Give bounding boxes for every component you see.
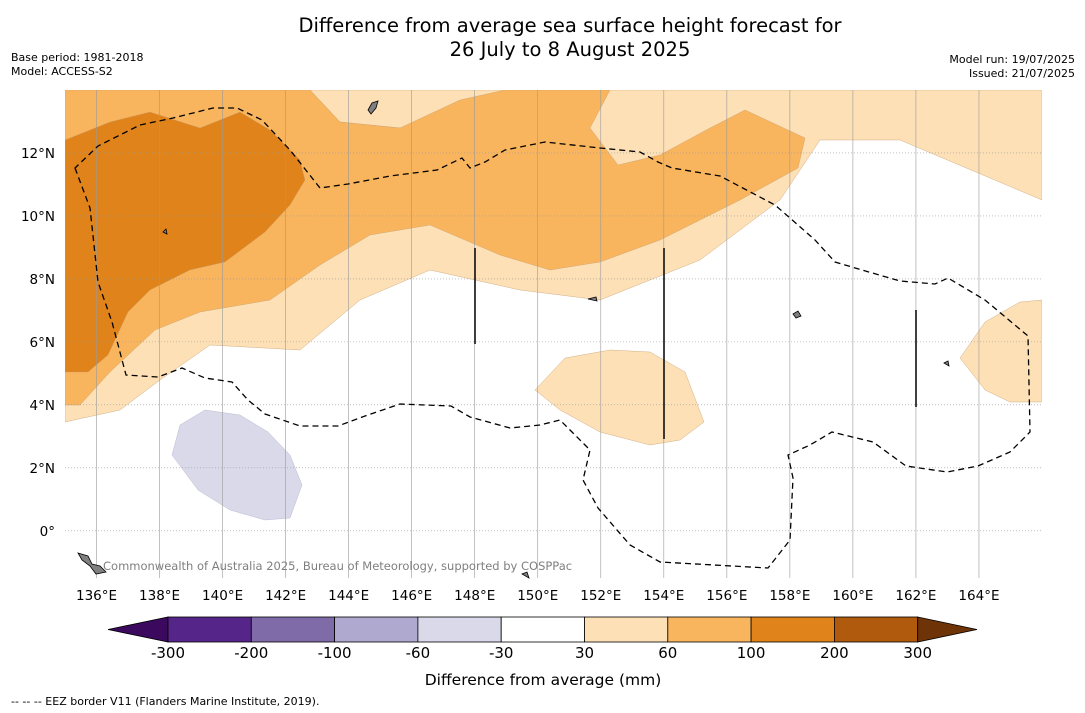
latitude-label: 0° <box>40 524 55 540</box>
longitude-label: 158°E <box>769 588 810 604</box>
colorbar-cell <box>500 616 585 643</box>
latitude-label: 10°N <box>21 209 55 225</box>
colorbar-cell <box>334 616 419 643</box>
anomaly-band-100-200 <box>65 111 306 373</box>
longitude-label: 136°E <box>76 588 117 604</box>
longitude-labels: 136°E 138°E 140°E 142°E 144°E 146°E 148°E 150°E… <box>76 588 1000 604</box>
colorbar-cell <box>250 616 336 643</box>
boundary-lines <box>474 248 917 439</box>
anomaly-patch-30-60-central <box>534 349 705 446</box>
issued-date: Issued: 21/07/2025 <box>968 67 1075 80</box>
island-5 <box>587 296 598 302</box>
island-1 <box>367 100 379 115</box>
longitude-label: 156°E <box>706 588 747 604</box>
anomaly-patch-30-60-east <box>959 299 1042 403</box>
longitude-label: 162°E <box>895 588 936 604</box>
colorbar-label: Difference from average (mm) <box>425 671 662 689</box>
longitude-label: 164°E <box>958 588 999 604</box>
longitude-label: 150°E <box>517 588 558 604</box>
longitude-label: 140°E <box>202 588 243 604</box>
map-fields <box>65 90 1042 578</box>
colorbar-tick-label: 200 <box>820 644 849 662</box>
longitude-label: 144°E <box>328 588 369 604</box>
colorbar-cells <box>107 616 978 643</box>
latitude-label: 12°N <box>21 146 55 162</box>
colorbar-cell <box>667 616 752 643</box>
colorbar-cell <box>167 616 252 643</box>
colorbar-tick-label: -100 <box>318 644 352 662</box>
colorbar-tick-label: 30 <box>575 644 594 662</box>
model-run-info: Model run: 19/07/2025 Issued: 21/07/2025 <box>949 53 1075 81</box>
anomaly-patch-negative <box>171 409 303 521</box>
longitude-label: 152°E <box>580 588 621 604</box>
title-line-1: Difference from average sea surface heig… <box>298 14 842 37</box>
longitude-label: 148°E <box>454 588 495 604</box>
island-6 <box>77 552 107 575</box>
island-2 <box>162 228 168 235</box>
colorbar-tick-label: 100 <box>737 644 766 662</box>
latitude-labels: 0° 2°N 4°N 6°N 8°N 10°N 12°N <box>21 146 55 540</box>
longitude-label: 146°E <box>391 588 432 604</box>
colorbar-extend-low <box>107 616 169 643</box>
longitude-label: 154°E <box>643 588 684 604</box>
islands <box>77 100 950 579</box>
eez-footnote: -- -- -- EEZ border V11 (Flanders Marine… <box>11 695 320 708</box>
eez-border-north <box>74 107 1031 569</box>
latitude-label: 2°N <box>30 461 55 477</box>
colorbar-cell <box>834 616 919 643</box>
latitude-label: 6°N <box>30 335 55 351</box>
longitude-label: 142°E <box>265 588 306 604</box>
title-line-2: 26 July to 8 August 2025 <box>449 38 691 61</box>
graticule <box>65 90 1042 578</box>
longitude-label: 138°E <box>139 588 180 604</box>
latitude-label: 4°N <box>30 398 55 414</box>
longitude-label: 160°E <box>832 588 873 604</box>
colorbar-tick-label: -30 <box>489 644 514 662</box>
base-period: Base period: 1981-2018 <box>11 51 144 64</box>
map-title: Difference from average sea surface heig… <box>0 14 1085 62</box>
colorbar-tick-label: 60 <box>658 644 677 662</box>
copyright-watermark: Commonwealth of Australia 2025, Bureau o… <box>103 559 572 573</box>
island-7 <box>521 571 530 579</box>
colorbar-tick-label: -60 <box>406 644 431 662</box>
colorbar-cell <box>584 616 669 643</box>
colorbar-tick-label: -200 <box>234 644 268 662</box>
colorbar-cell <box>417 616 502 643</box>
eez-borders <box>74 107 1031 569</box>
colorbar-extend-high <box>917 616 978 643</box>
base-period-info: Base period: 1981-2018 Model: ACCESS-S2 <box>11 51 143 79</box>
colorbar-cell <box>750 616 835 643</box>
colorbar-ticks: -300 -200 -100 -60 -30 30 60 100 200 300 <box>151 644 932 662</box>
colorbar-tick-label: 300 <box>903 644 932 662</box>
island-4 <box>943 360 950 367</box>
latitude-label: 8°N <box>30 272 55 288</box>
island-3 <box>792 310 802 319</box>
colorbar-tick-label: -300 <box>151 644 185 662</box>
model-name: Model: ACCESS-S2 <box>11 65 113 78</box>
model-run: Model run: 19/07/2025 <box>949 53 1075 66</box>
